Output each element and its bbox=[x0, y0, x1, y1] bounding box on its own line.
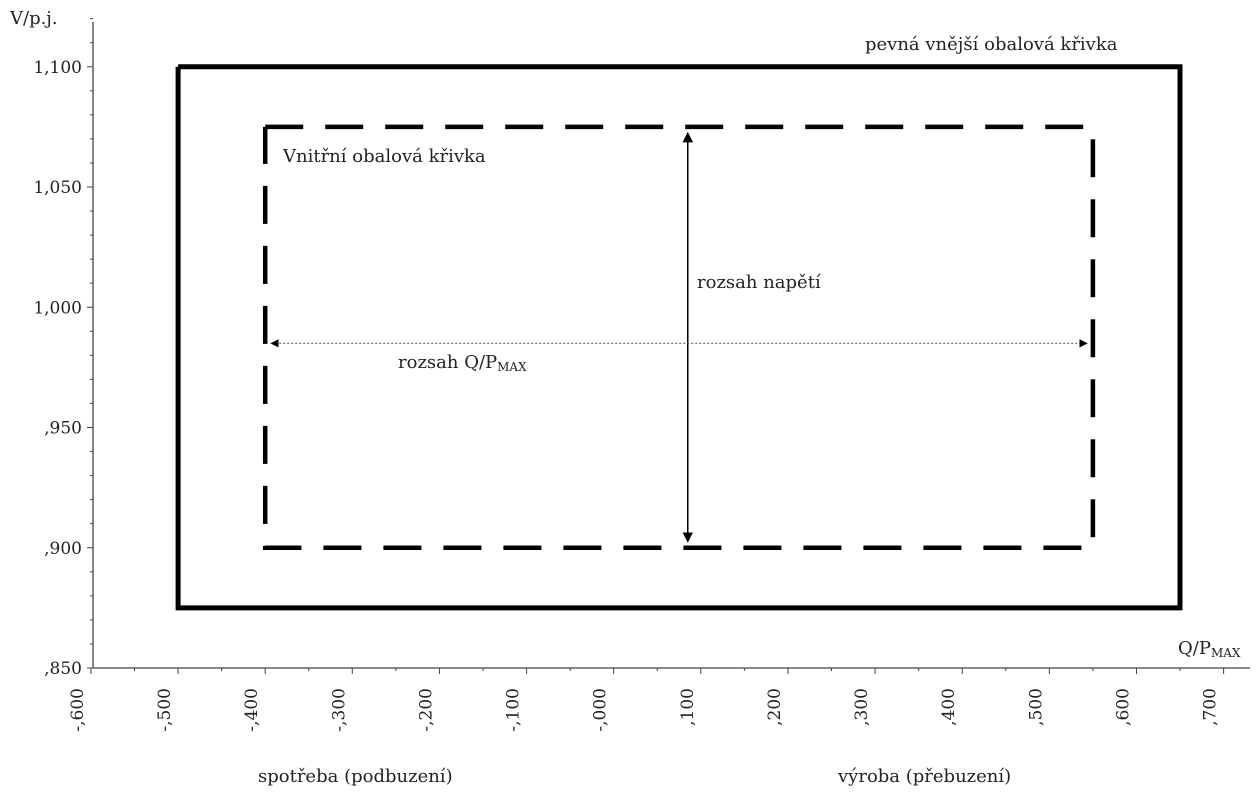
q-range-label-sub: MAX bbox=[497, 360, 527, 374]
x-tick-label: -,500 bbox=[155, 688, 175, 732]
x-axis-title-main: Q/P bbox=[1178, 638, 1211, 659]
y-tick-label: 1,000 bbox=[33, 298, 82, 318]
series-layer bbox=[175, 64, 1183, 611]
y-axis-title: V/p.j. bbox=[9, 8, 58, 29]
x-tick-label: ,600 bbox=[1113, 688, 1133, 726]
q-range-label-main: rozsah Q/P bbox=[398, 352, 497, 373]
production-label: výroba (přebuzení) bbox=[837, 766, 1011, 787]
y-tick-label: ,950 bbox=[44, 419, 82, 439]
x-tick-label: -,400 bbox=[242, 688, 262, 732]
x-tick-label: ,200 bbox=[765, 688, 785, 726]
x-tick-label: ,700 bbox=[1201, 688, 1221, 726]
q-range-label: rozsah Q/PMAX bbox=[398, 352, 527, 374]
x-tick-label: ,300 bbox=[852, 688, 872, 726]
x-axis-title-sub: MAX bbox=[1211, 646, 1241, 660]
x-tick-label: -,600 bbox=[68, 688, 88, 732]
inner-envelope-curve bbox=[262, 124, 1096, 550]
y-tick-label: ,900 bbox=[44, 539, 82, 559]
x-tick-label: -,300 bbox=[329, 688, 349, 732]
x-tick-label: ,100 bbox=[678, 688, 698, 726]
x-axis-title: Q/PMAX bbox=[1178, 638, 1241, 660]
x-tick-label: ,500 bbox=[1026, 688, 1046, 726]
outer-envelope-curve bbox=[175, 64, 1183, 611]
y-tick-label: 1,050 bbox=[33, 178, 82, 198]
consumption-label: spotřeba (podbuzení) bbox=[258, 766, 453, 787]
y-tick-label: ,850 bbox=[44, 659, 82, 679]
x-tick-label: -,100 bbox=[504, 688, 524, 732]
y-tick-label: 1,100 bbox=[33, 58, 82, 78]
voltage-range-label: rozsah napětí bbox=[697, 272, 821, 293]
x-tick-label: -,200 bbox=[416, 688, 436, 732]
outer-envelope-label: pevná vnější obalová křivka bbox=[865, 34, 1118, 55]
annotations bbox=[270, 131, 1088, 543]
axes: 1,100 1,050 1,000 ,950 ,900 ,850 -,600 -,500 -,4… bbox=[33, 18, 1250, 732]
x-tick-label: ,400 bbox=[939, 688, 959, 726]
inner-envelope-label: Vnitřní obalová křivka bbox=[282, 146, 486, 167]
x-tick-label: -,000 bbox=[591, 688, 611, 732]
